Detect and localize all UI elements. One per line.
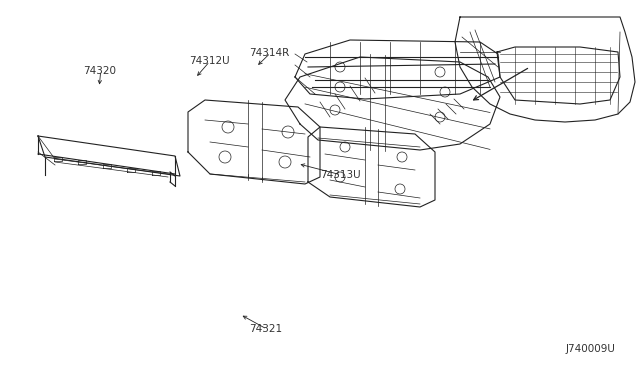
Text: J740009U: J740009U xyxy=(565,344,615,354)
Text: 74321: 74321 xyxy=(250,324,283,334)
Text: 74312U: 74312U xyxy=(189,57,229,66)
Text: 74313U: 74313U xyxy=(320,170,360,180)
Text: 74320: 74320 xyxy=(83,66,116,76)
Text: 74314R: 74314R xyxy=(250,48,290,58)
